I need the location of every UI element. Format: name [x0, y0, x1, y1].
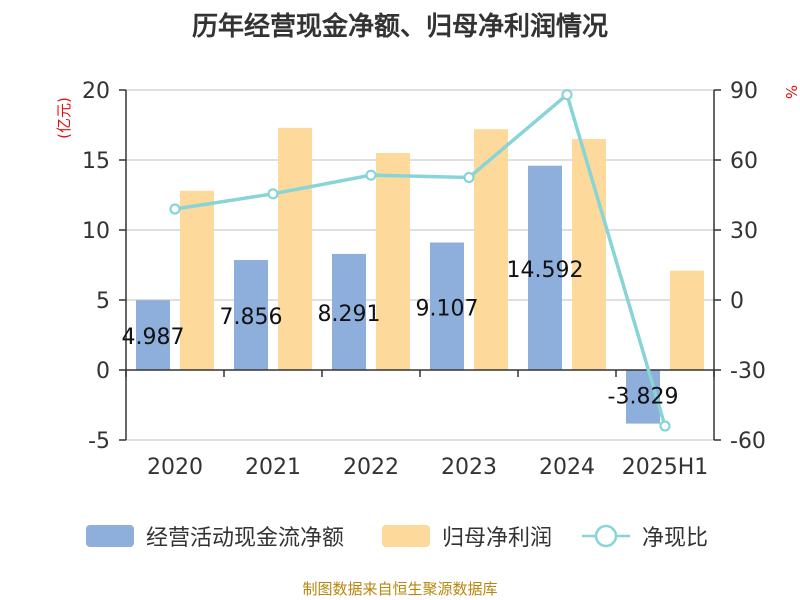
point-ratio [561, 89, 573, 101]
legend-swatch-cashflow [86, 525, 134, 547]
x-tick-label: 2025H1 [622, 455, 709, 480]
data-label-cashflow: 4.987 [122, 325, 185, 350]
grid-lines [126, 89, 714, 441]
legend-item-cashflow[interactable]: 经营活动现金流净额 [86, 518, 366, 552]
source-note: 制图数据来自恒生聚源数据库 [302, 580, 498, 598]
y-right-tick-label: -30 [730, 359, 766, 384]
data-label-cashflow: -3.829 [608, 385, 679, 410]
bar-net-profit [670, 270, 704, 370]
data-labels: 4.987 7.856 8.291 9.107 14.592 -3.829 [122, 258, 679, 410]
legend-item-ratio[interactable]: 净现比 [582, 518, 722, 552]
axes: -5 0 5 10 15 20 -60 -30 0 30 60 90 2020 2021 2022 2023 2… [82, 79, 766, 480]
bar-net-profit [180, 190, 214, 370]
data-label-cashflow: 14.592 [507, 258, 584, 283]
chart-title: 历年经营现金净额、归母净利润情况 [191, 12, 608, 42]
bar-net-profit [376, 153, 410, 370]
y-right-tick-label: 60 [730, 149, 758, 174]
y-right-tick-label: 0 [730, 289, 744, 314]
legend-label-net-profit: 归母净利润 [442, 526, 553, 551]
x-tick-label: 2020 [147, 455, 203, 480]
y-right-tick-label: 30 [730, 219, 758, 244]
x-tick-label: 2021 [245, 455, 301, 480]
y-left-tick-label: -5 [88, 429, 110, 454]
legend-label-ratio: 净现比 [642, 526, 709, 551]
bar-cashflow [332, 253, 366, 370]
y-left-tick-label: 20 [82, 79, 110, 104]
line-ratio [174, 91, 667, 427]
legend-item-net-profit[interactable]: 归母净利润 [382, 518, 572, 552]
y-left-tick-label: 0 [96, 359, 110, 384]
bar-cashflow [234, 260, 268, 370]
bar-net-profit [278, 127, 312, 370]
bar-net-profit [572, 139, 606, 370]
legend-swatch-net-profit [382, 525, 430, 547]
data-label-cashflow: 7.856 [220, 305, 283, 330]
point-ratio [267, 188, 279, 200]
bar-cashflow [430, 242, 464, 370]
point-ratio [659, 420, 671, 432]
x-tick-label: 2022 [343, 455, 399, 480]
y-axis-right-label: % [782, 85, 800, 99]
x-tick-label: 2023 [441, 455, 497, 480]
y-right-tick-label: -60 [730, 429, 766, 454]
bar-cashflow [136, 300, 170, 370]
point-ratio [463, 171, 475, 184]
point-ratio [365, 169, 377, 181]
bar-series [136, 127, 704, 424]
data-label-cashflow: 8.291 [318, 302, 381, 327]
legend-line-marker-icon [582, 524, 630, 548]
bar-cashflow [528, 165, 562, 370]
data-label-cashflow: 9.107 [416, 296, 479, 321]
point-ratio [169, 203, 181, 215]
y-left-tick-label: 15 [82, 149, 110, 174]
y-right-tick-label: 90 [730, 79, 758, 104]
y-left-tick-label: 5 [96, 289, 110, 314]
y-axis-left-label: (亿元) [55, 97, 73, 139]
line-series [169, 89, 671, 432]
bar-net-profit [474, 129, 508, 370]
y-left-tick-label: 10 [82, 219, 110, 244]
x-tick-label: 2024 [539, 455, 595, 480]
legend-label-cashflow: 经营活动现金流净额 [146, 526, 345, 551]
bar-cashflow [626, 370, 660, 424]
